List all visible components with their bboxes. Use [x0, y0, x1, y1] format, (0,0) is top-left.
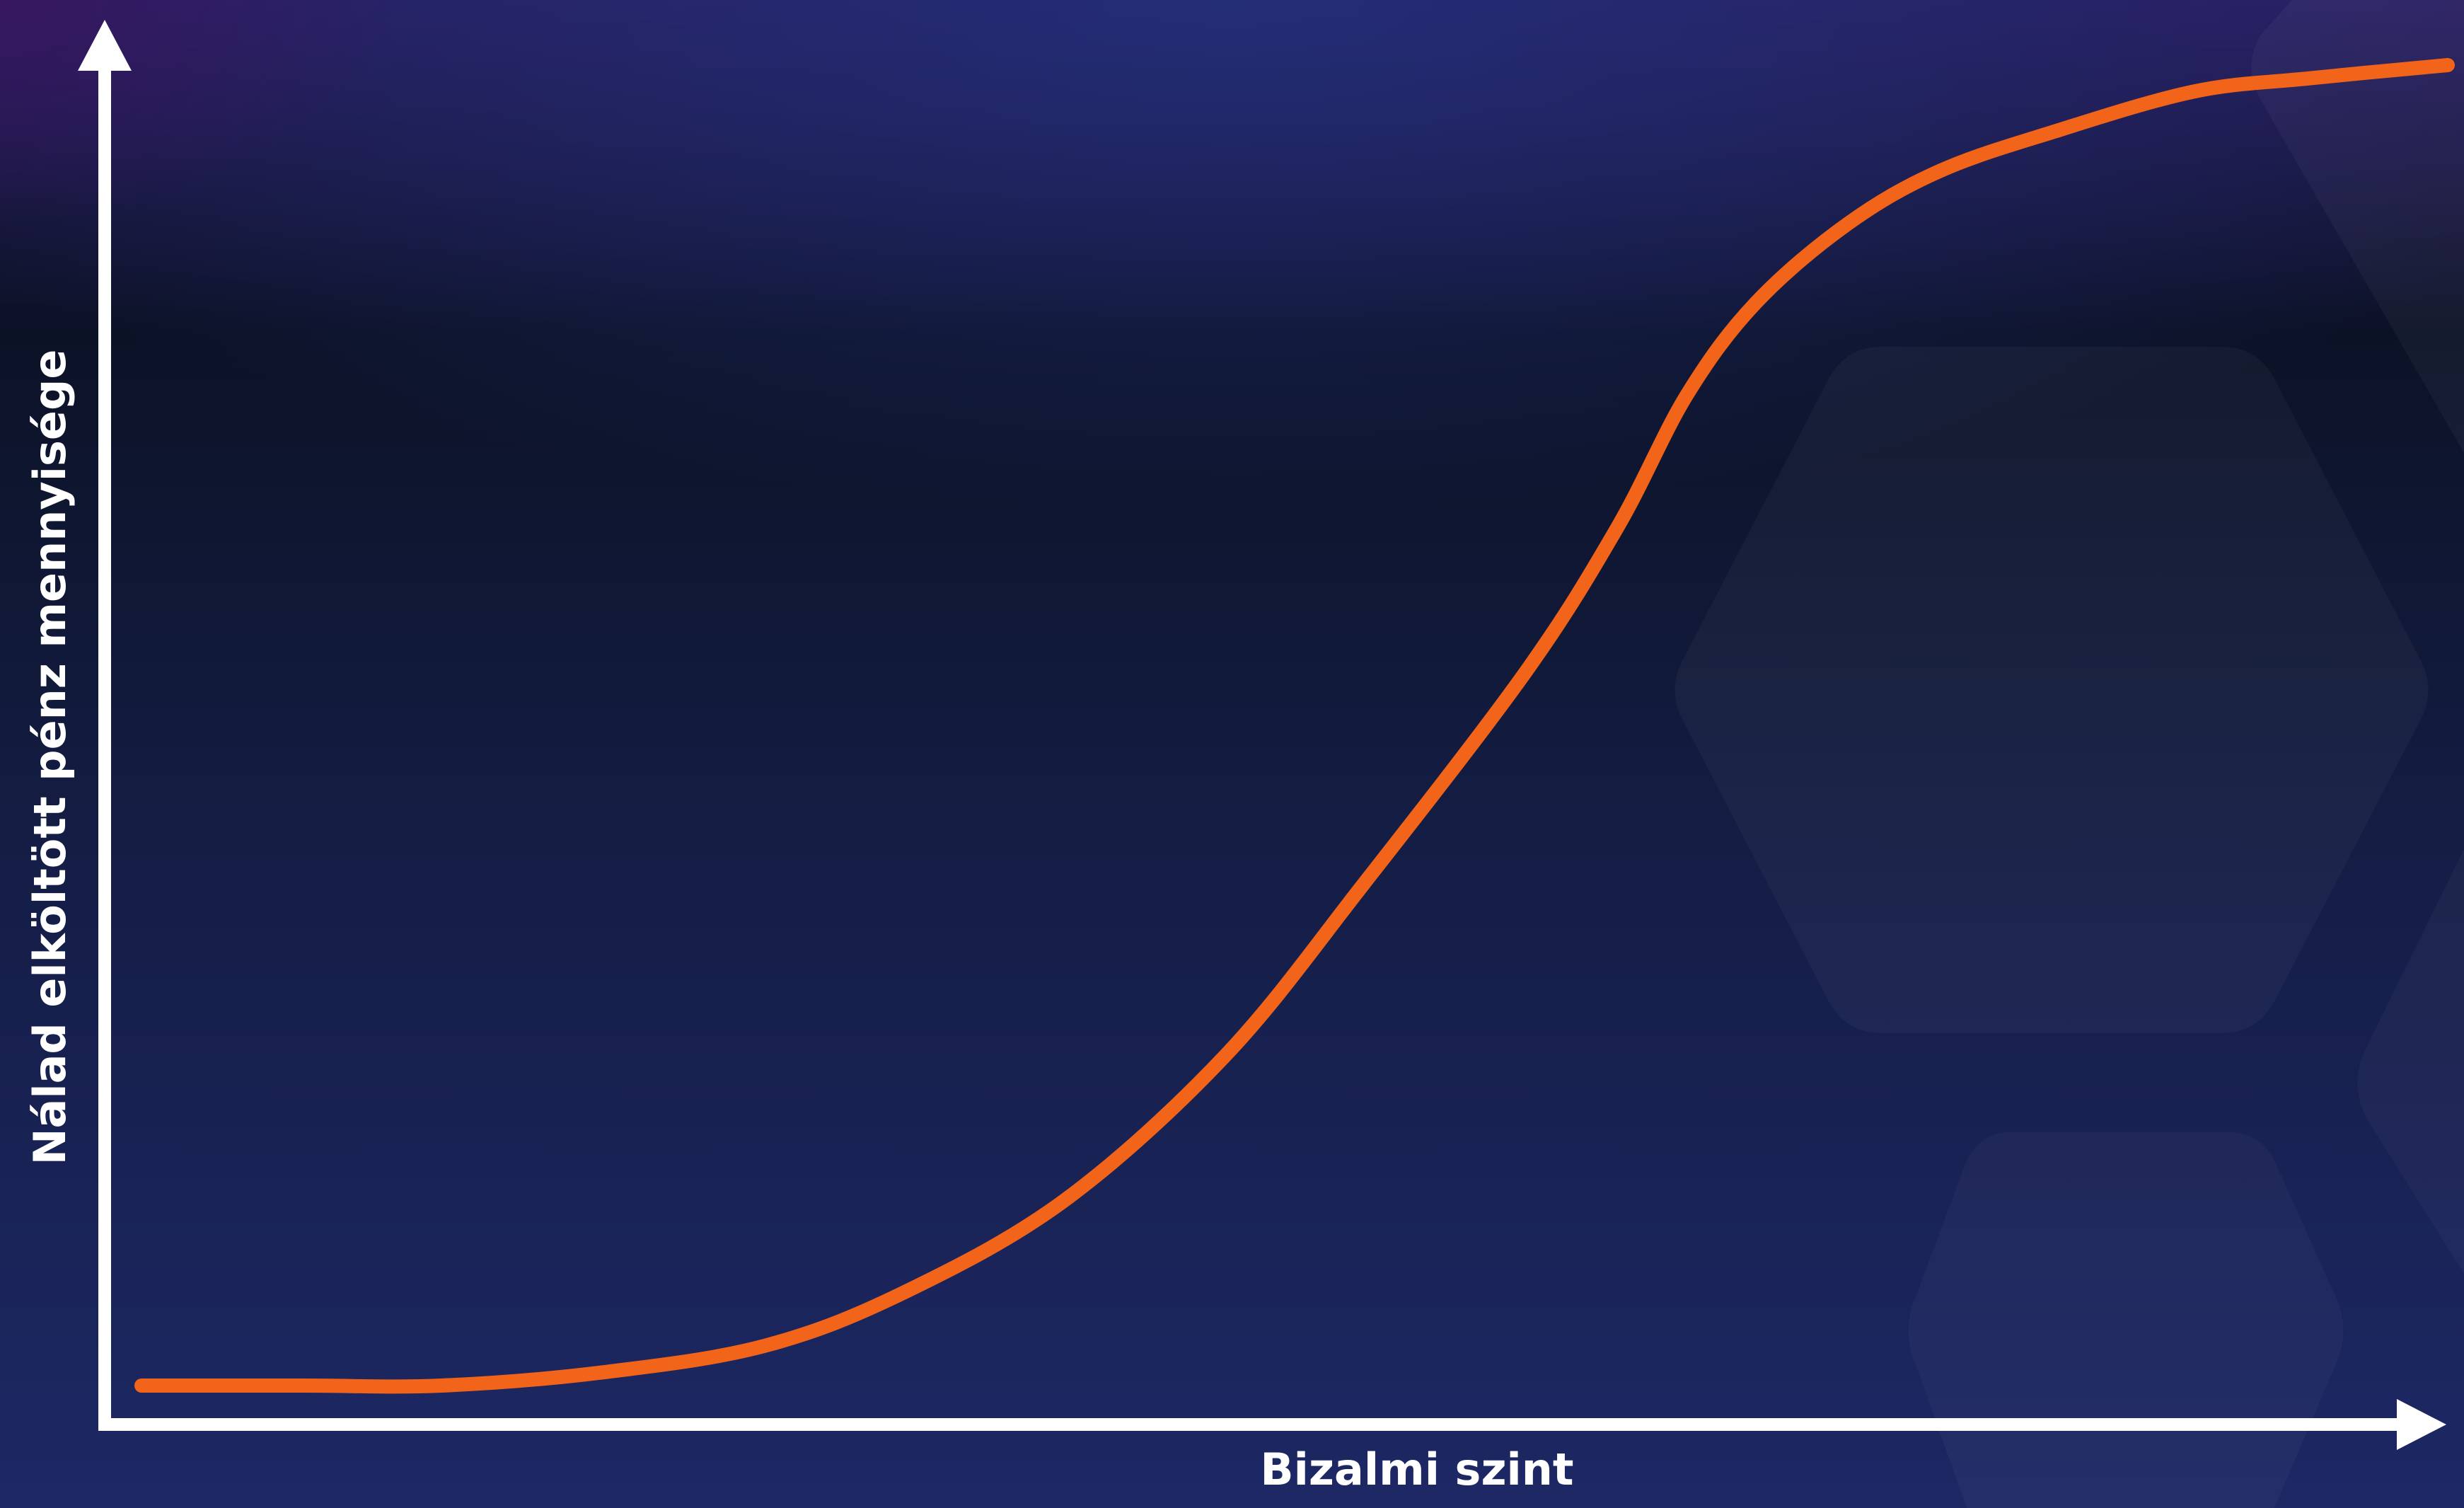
data-point-18 [2441, 58, 2455, 72]
data-point-17 [2302, 71, 2316, 86]
x-axis-label: Bizalmi szint [1260, 1444, 1573, 1495]
data-point-12 [1749, 296, 1763, 310]
data-point-15 [2049, 124, 2063, 138]
data-point-4 [757, 1339, 771, 1353]
data-point-11 [1679, 388, 1694, 403]
data-point-1 [296, 1379, 310, 1393]
data-point-10 [1610, 520, 1624, 534]
data-point-16 [2187, 84, 2201, 98]
data-point-2 [434, 1379, 449, 1393]
data-point-5 [896, 1286, 910, 1300]
data-point-14 [1933, 163, 1948, 178]
decorative-hexagon [1909, 1132, 2344, 1508]
data-point-0 [134, 1379, 149, 1393]
data-point-7 [1218, 1049, 1232, 1063]
y-axis-label: Nálad elköltött pénz mennyisége [24, 350, 76, 1165]
data-point-8 [1357, 877, 1371, 891]
data-point-9 [1518, 665, 1532, 679]
data-point-13 [1841, 217, 1855, 231]
background-left-glow [0, 0, 1132, 637]
data-point-3 [596, 1365, 610, 1379]
data-point-6 [1057, 1194, 1071, 1208]
